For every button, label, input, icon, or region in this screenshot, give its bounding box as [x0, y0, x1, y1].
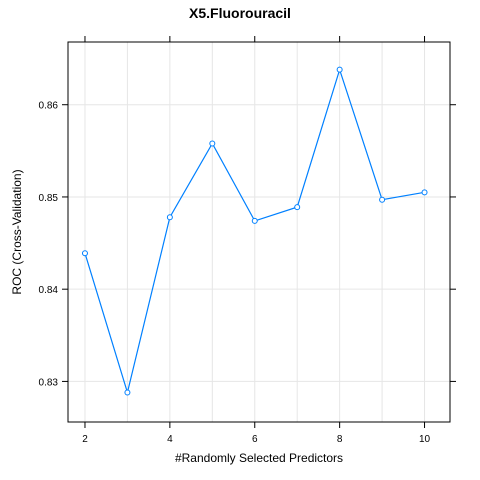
data-point: [337, 67, 342, 72]
x-axis-title: #Randomly Selected Predictors: [175, 451, 343, 465]
grid: [68, 42, 450, 422]
x-tick-label: 6: [252, 434, 258, 445]
y-axis-title: ROC (Cross-Validation): [10, 169, 24, 294]
plot-frame: [68, 42, 450, 422]
chart-title: X5.Fluorouracil: [189, 5, 291, 21]
axis-ticks: 2 4 6 8 10 0.83 0.84 0.85 0.86: [39, 36, 456, 445]
y-tick-label: 0.85: [39, 193, 59, 204]
y-tick-label: 0.86: [39, 101, 59, 112]
data-point: [125, 390, 130, 395]
x-tick-label: 4: [167, 434, 173, 445]
data-point: [422, 190, 427, 195]
x-tick-label: 2: [82, 434, 88, 445]
data-point: [252, 218, 257, 223]
data-point: [295, 205, 300, 210]
data-point: [380, 197, 385, 202]
y-tick-label: 0.84: [39, 285, 59, 296]
x-tick-label: 8: [337, 434, 343, 445]
data-point: [82, 251, 87, 256]
data-point: [210, 141, 215, 146]
data-point: [167, 215, 172, 220]
y-tick-label: 0.83: [39, 377, 59, 388]
x-tick-label: 10: [419, 434, 431, 445]
